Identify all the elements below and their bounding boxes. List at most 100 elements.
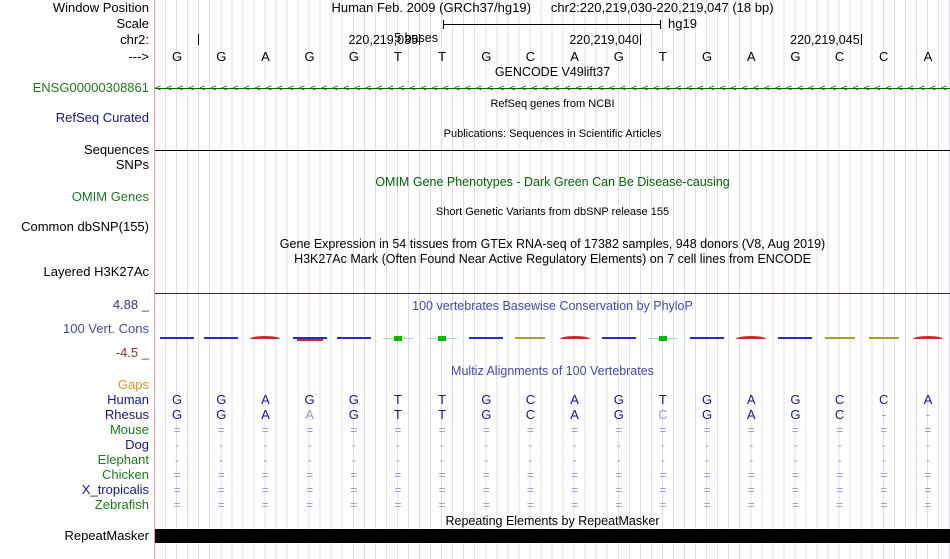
multiz-cell: C [525,407,536,422]
scale-bar-line [443,24,661,25]
multiz-cell: = [703,468,711,482]
multiz-cell: - [351,453,356,467]
multiz-cell: G [216,392,227,407]
multiz-cell: = [791,483,799,497]
cons-wiggle-segment [778,337,813,339]
multiz-cell: = [261,498,269,512]
sequence-base: T [658,49,667,64]
multiz-species-label-elephant[interactable]: Elephant [97,452,149,467]
cons-wiggle-segment [824,337,855,339]
refseq-track-title[interactable]: RefSeq genes from NCBI [490,98,615,110]
multiz-cell: = [173,483,181,497]
gene-id-label[interactable]: ENSG00000308861 [32,80,149,95]
multiz-cell: C [834,392,845,407]
multiz-cell: = [438,498,446,512]
omim-track-title[interactable]: OMIM Gene Phenotypes - Dark Green Can Be… [375,175,730,189]
multiz-cell: - [528,453,533,467]
sequences-track-line [155,150,950,151]
repeatmasker-label[interactable]: RepeatMasker [64,528,149,543]
multiz-species-label-x_tropicalis[interactable]: X_tropicalis [81,482,149,497]
cons-wiggle-segment [658,336,667,341]
multiz-cell: - [616,453,621,467]
ruler-tick-label: 220,219,040 [569,33,639,47]
multiz-cell: = [217,483,225,497]
multiz-cell: - [749,453,754,467]
vert-cons-label[interactable]: 100 Vert. Cons [63,321,149,336]
cons-wiggle-segment [292,337,327,339]
gene-body-line[interactable] [155,88,950,89]
gencode-track-title[interactable]: GENCODE V49lift37 [494,65,611,79]
multiz-cell: - [837,453,842,467]
multiz-cell: - [440,453,445,467]
multiz-cell: = [659,483,667,497]
multiz-cell: A [305,407,314,422]
multiz-cell: G [790,392,801,407]
multiz-cell: = [924,468,932,482]
sequence-base: C [879,49,889,64]
multiz-cell: = [615,483,623,497]
multiz-cell: = [438,483,446,497]
multiz-cell: C [525,392,536,407]
multiz-cell: G [216,407,227,422]
multiz-cell: - [660,438,665,452]
multiz-cell: T [393,392,402,407]
multiz-cell: = [306,468,314,482]
gene-strand-arrows[interactable]: <<<<<<<<<<<<<<<<<<<<<<<<<<<<<<<<<<<<<<<<… [155,83,950,94]
ruler-tick [198,34,200,45]
multiz-cell: - [925,438,930,452]
multiz-cell: C [834,407,845,422]
repeatmasker-element-bar[interactable] [155,529,950,543]
multiz-cell: = [836,468,844,482]
multiz-cell: A [261,407,270,422]
refseq-curated-label[interactable]: RefSeq Curated [55,110,149,125]
multiz-cell: - [660,453,665,467]
omim-genes-label[interactable]: OMIM Genes [71,189,149,204]
sequence-base: G [702,49,713,64]
snps-label[interactable]: SNPs [115,157,149,172]
multiz-cell: = [526,468,534,482]
multiz-cell: - [572,453,577,467]
multiz-cell: - [925,453,930,467]
window-position-label: Window Position [52,0,149,15]
multiz-species-label-gaps[interactable]: Gaps [117,377,149,392]
ruler-tick [419,34,420,45]
gtex-track-title[interactable]: Gene Expression in 54 tissues from GTEx … [279,237,826,251]
multiz-cell: = [615,498,623,512]
multiz-cell: A [746,407,756,422]
multiz-species-label-rhesus[interactable]: Rhesus [104,407,149,422]
sequence-base: C [834,49,845,64]
layered-h3k27ac-label[interactable]: Layered H3K27Ac [43,264,149,279]
multiz-cell: = [571,498,579,512]
multiz-cell: = [482,468,490,482]
multiz-cell: = [791,468,799,482]
multiz-cell: - [749,438,754,452]
dbsnp-track-title[interactable]: Short Genetic Variants from dbSNP releas… [435,206,670,218]
multiz-species-label-mouse[interactable]: Mouse [109,422,149,437]
multiz-species-label-human[interactable]: Human [107,392,149,407]
multiz-cell: = [394,468,402,482]
multiz-cell: = [306,498,314,512]
cons-wiggle-segment [868,337,899,339]
publications-track-title[interactable]: Publications: Sequences in Scientific Ar… [443,128,662,140]
chromosome-label: chr2: [120,32,149,47]
multiz-track-title[interactable]: Multiz Alignments of 100 Vertebrates [451,364,654,378]
h3k27ac-track-title[interactable]: H3K27Ac Mark (Often Found Near Active Re… [294,252,811,266]
multiz-cell: = [526,498,534,512]
repeatmasker-track-title[interactable]: Repeating Elements by RepeatMasker [445,514,660,528]
cons-wiggle-segment [393,336,402,341]
multiz-cell: = [836,423,844,437]
sequence-base: G [216,49,227,64]
common-dbsnp-label[interactable]: Common dbSNP(155) [21,219,149,234]
sequences-label[interactable]: Sequences [83,142,149,157]
multiz-species-label-dog[interactable]: Dog [125,437,149,452]
cons-wiggle-segment [250,336,281,339]
multiz-cell: = [526,423,534,437]
multiz-cell: = [394,483,402,497]
phylop-track-title[interactable]: 100 vertebrates Basewise Conservation by… [412,299,693,313]
multiz-cell: = [703,423,711,437]
multiz-species-label-chicken[interactable]: Chicken [102,467,149,482]
multiz-species-label-zebrafish[interactable]: Zebrafish [94,497,149,512]
scale-bar-right-tick [660,20,661,29]
sequence-base: A [746,49,756,64]
